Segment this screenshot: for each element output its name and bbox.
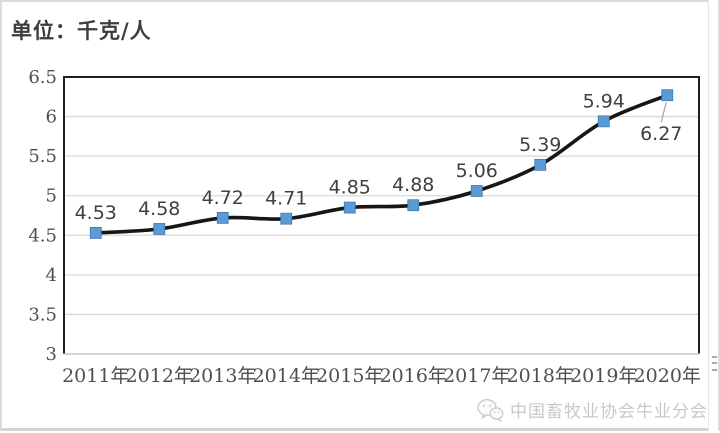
data-point-marker bbox=[661, 89, 674, 102]
data-label: 4.72 bbox=[202, 187, 244, 209]
data-label: 4.53 bbox=[75, 202, 117, 224]
data-label: 4.71 bbox=[265, 188, 307, 210]
x-axis-label: 2014年 bbox=[253, 365, 320, 387]
scrollbar-dot bbox=[712, 369, 717, 371]
y-tick-label: 4.5 bbox=[28, 225, 57, 246]
data-label: 4.85 bbox=[329, 177, 371, 199]
label-leader-line bbox=[660, 102, 667, 123]
data-label: 5.94 bbox=[583, 90, 625, 112]
data-point-marker bbox=[343, 201, 356, 214]
y-tick-label: 6.5 bbox=[28, 67, 57, 88]
data-point-marker bbox=[407, 199, 420, 212]
data-label: 5.06 bbox=[456, 160, 498, 182]
data-point-marker bbox=[216, 211, 229, 224]
y-tick-label: 3.5 bbox=[28, 304, 57, 325]
data-point-marker bbox=[89, 227, 102, 239]
scrollbar-dot bbox=[712, 356, 717, 358]
y-tick-label: 6 bbox=[46, 107, 57, 128]
x-axis-label: 2013年 bbox=[189, 365, 256, 387]
data-point-marker bbox=[534, 158, 547, 171]
watermark: 中国畜牧业协会牛业分会 bbox=[476, 397, 708, 422]
x-axis-label: 2019年 bbox=[570, 365, 637, 387]
x-axis-label: 2012年 bbox=[126, 365, 193, 387]
data-label: 4.88 bbox=[392, 174, 434, 196]
x-axis-label: 2015年 bbox=[316, 365, 383, 387]
data-label: 5.39 bbox=[519, 134, 561, 156]
x-axis-label: 2016年 bbox=[380, 365, 447, 387]
y-tick-label: 3 bbox=[46, 344, 57, 365]
series-line bbox=[93, 93, 670, 235]
watermark-text: 中国畜牧业协会牛业分会 bbox=[510, 402, 708, 421]
data-label: 4.58 bbox=[138, 198, 180, 220]
y-tick-label: 4 bbox=[46, 265, 57, 286]
y-tick-label: 5.5 bbox=[28, 146, 57, 167]
wechat-icon bbox=[476, 398, 504, 422]
x-axis-label: 2011年 bbox=[62, 365, 129, 387]
chart-unit-label: 单位：千克/人 bbox=[11, 18, 152, 43]
scrollbar-track[interactable] bbox=[708, 0, 720, 431]
data-point-marker bbox=[597, 115, 610, 128]
y-tick-label: 5 bbox=[46, 186, 57, 207]
x-axis-label: 2018年 bbox=[507, 365, 574, 387]
scrollbar-dot bbox=[712, 362, 717, 364]
data-point-marker bbox=[280, 212, 293, 225]
data-point-marker bbox=[470, 185, 483, 197]
data-label: 6.27 bbox=[640, 123, 682, 145]
x-axis-label: 2017年 bbox=[443, 365, 510, 387]
data-point-marker bbox=[153, 223, 166, 235]
x-axis-label: 2020年 bbox=[634, 365, 701, 387]
